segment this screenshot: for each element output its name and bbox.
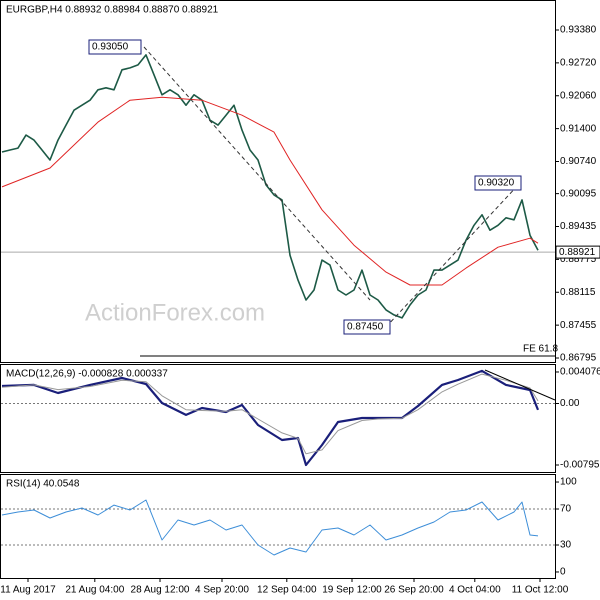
y-tick-label: 0.00	[560, 398, 580, 409]
y-tick-label: 0.88115	[560, 287, 596, 298]
watermark: ActionForex.com	[85, 299, 265, 326]
annotation-label: FE 61.8	[523, 344, 558, 355]
series-line	[1, 373, 539, 455]
x-tick-label: 12 Sep 04:00	[257, 585, 317, 596]
panel-frame	[0, 0, 556, 363]
trend-line	[143, 46, 371, 301]
panel-frame	[0, 364, 556, 473]
last-price-label: 0.88921	[559, 247, 596, 258]
y-tick-label: 0.89435	[560, 221, 597, 232]
y-tick-label: 0.87455	[560, 320, 597, 331]
y-tick-label: -0.007956	[560, 460, 600, 471]
y-tick-label: 0.86795	[560, 353, 597, 364]
y-tick-label: 0.91400	[560, 123, 597, 134]
annotation-box	[474, 175, 522, 191]
y-tick-label: 0.92720	[560, 58, 597, 69]
y-tick-label: 0.88775	[560, 254, 597, 265]
annotation-label: 0.87450	[347, 322, 384, 333]
annotation-box	[343, 319, 391, 335]
panel-title: RSI(14) 40.0548	[6, 479, 80, 490]
annotation-label: 0.93050	[92, 42, 129, 53]
trend-line	[385, 182, 521, 328]
series-line	[1, 499, 539, 556]
y-tick-label: 100	[560, 477, 577, 488]
y-tick-label: 0.90095	[560, 188, 597, 199]
annotation-label: 0.90320	[478, 178, 515, 189]
series-line	[1, 54, 539, 319]
x-tick-label: 11 Oct 12:00	[512, 585, 569, 596]
y-tick-label: 0.004076	[560, 367, 600, 378]
y-tick-label: 0.92060	[560, 90, 597, 101]
x-tick-label: 4 Oct 04:00	[449, 585, 501, 596]
panel-title: EURGBP,H4 0.88932 0.88984 0.88870 0.8892…	[6, 5, 219, 16]
series-line	[1, 96, 539, 286]
y-tick-label: 0.90740	[560, 156, 597, 167]
x-tick-label: 21 Aug 04:00	[65, 585, 124, 596]
panel-frame	[0, 474, 556, 579]
last-price-box	[555, 245, 600, 259]
x-tick-label: 11 Aug 2017	[0, 585, 56, 596]
trend-line	[484, 369, 556, 401]
x-tick-label: 28 Aug 12:00	[131, 585, 190, 596]
annotation-box	[88, 39, 142, 55]
y-tick-label: 70	[560, 504, 572, 515]
y-tick-label: 30	[560, 540, 572, 551]
x-tick-label: 26 Sep 20:00	[384, 585, 444, 596]
x-tick-label: 4 Sep 20:00	[195, 585, 249, 596]
panel-title: MACD(12,26,9) -0.000828 0.000337	[6, 369, 168, 380]
x-tick-label: 19 Sep 12:00	[322, 585, 382, 596]
y-tick-label: 0.93380	[560, 25, 597, 36]
y-tick-label: 0	[560, 567, 566, 578]
